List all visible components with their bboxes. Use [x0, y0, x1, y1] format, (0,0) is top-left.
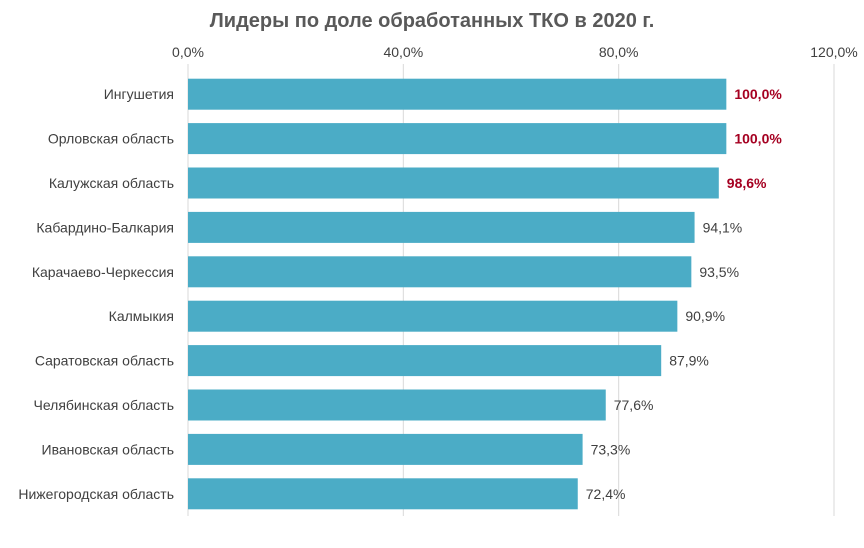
data-label: 93,5% — [699, 264, 739, 280]
category-label: Калужская область — [49, 175, 174, 191]
bar — [188, 478, 578, 510]
data-label: 94,1% — [703, 219, 743, 235]
data-labels: 100,0% 100,0% 98,6% 94,1% 93,5% 90,9% 87,9% 77,… — [586, 86, 783, 502]
bar — [188, 167, 719, 199]
chart-title: Лидеры по доле обработанных ТКО в 2020 г… — [210, 10, 655, 32]
bar — [188, 433, 583, 465]
bars — [188, 78, 727, 510]
x-tick-label: 80,0% — [599, 44, 639, 60]
category-label: Карачаево-Черкессия — [32, 264, 174, 280]
data-label: 90,9% — [685, 308, 725, 324]
category-label: Ингушетия — [104, 86, 174, 102]
data-label: 73,3% — [591, 441, 631, 457]
category-label: Калмыкия — [109, 308, 174, 324]
bar — [188, 389, 606, 421]
x-axis-ticks: 0,0% 40,0% 80,0% 120,0% — [172, 44, 858, 60]
x-tick-label: 120,0% — [810, 44, 857, 60]
bar — [188, 123, 727, 155]
category-label: Кабардино-Балкария — [36, 219, 174, 235]
category-label: Нижегородская область — [18, 486, 174, 502]
category-label: Ивановская область — [42, 441, 174, 457]
bar — [188, 256, 692, 288]
x-tick-label: 40,0% — [383, 44, 423, 60]
data-label: 77,6% — [614, 397, 654, 413]
data-label: 100,0% — [734, 86, 782, 102]
data-label: 72,4% — [586, 486, 626, 502]
category-label: Саратовская область — [35, 353, 174, 369]
category-labels: Ингушетия Орловская область Калужская обла… — [18, 86, 174, 502]
bar — [188, 345, 662, 377]
category-label: Челябинская область — [34, 397, 175, 413]
category-label: Орловская область — [48, 131, 174, 147]
data-label: 87,9% — [669, 353, 709, 369]
data-label: 98,6% — [727, 175, 767, 191]
bar — [188, 300, 678, 332]
data-label: 100,0% — [734, 131, 782, 147]
x-tick-label: 0,0% — [172, 44, 204, 60]
bar — [188, 211, 695, 243]
bar — [188, 78, 727, 110]
